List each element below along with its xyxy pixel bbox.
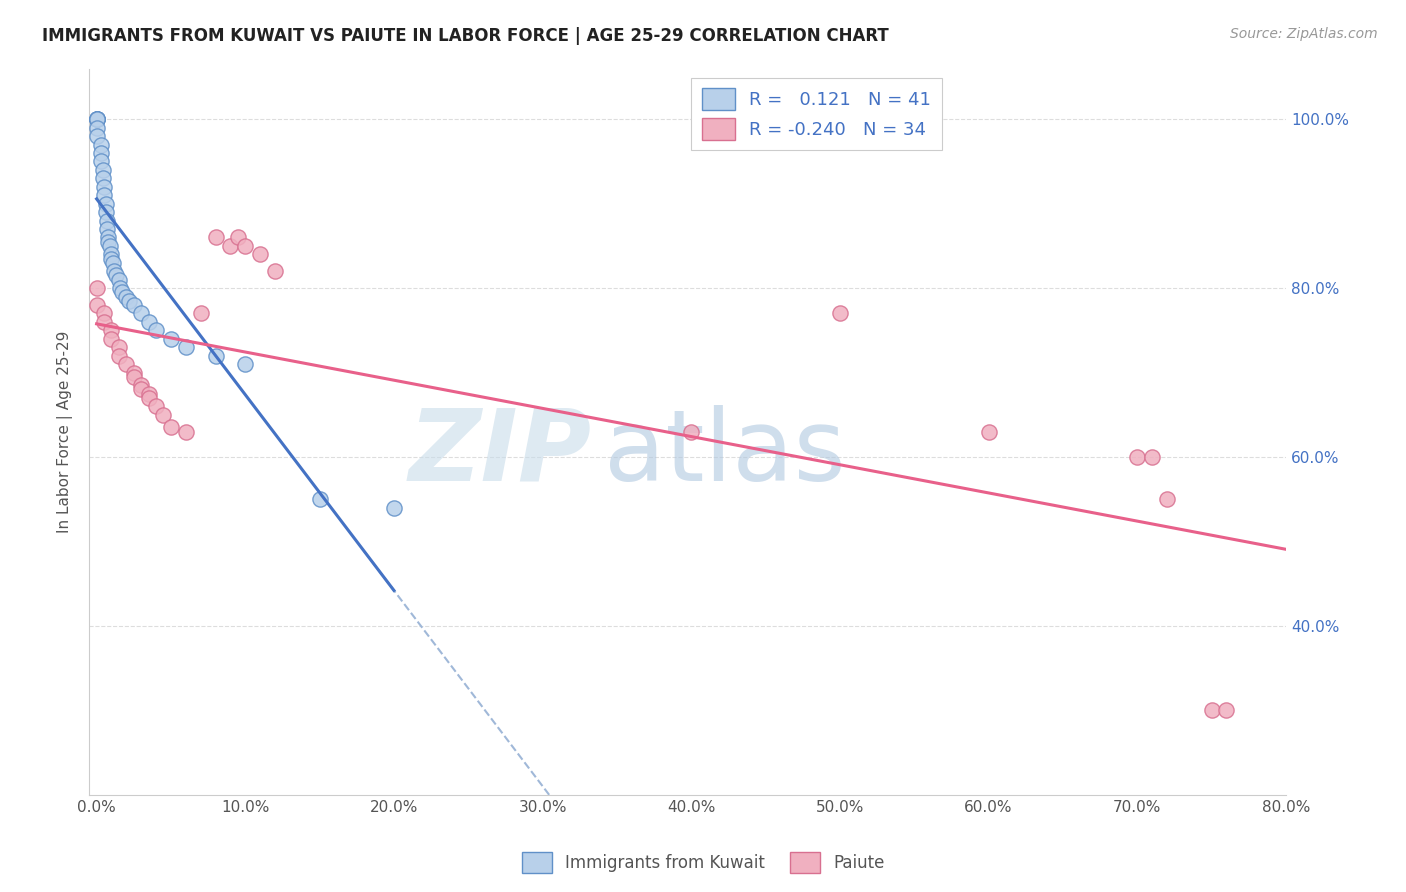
Point [97,235,120,249]
Point [104,268,127,283]
Point [115,357,138,371]
Y-axis label: In Labor Force | Age 25-29: In Labor Force | Age 25-29 [58,330,73,533]
Text: Source: ZipAtlas.com: Source: ZipAtlas.com [1230,27,1378,41]
Point [86,120,108,135]
Point [110,281,132,295]
Point [160,332,183,346]
Point [90,137,112,152]
Point [219,239,242,253]
Point [138,315,160,329]
Point [90,154,112,169]
Point [100,323,122,337]
Point [129,306,152,320]
Point [828,306,851,320]
Point [86,129,108,144]
Point [94,205,117,219]
Point [101,256,124,270]
Point [100,332,122,346]
Point [382,500,405,515]
Legend: Immigrants from Kuwait, Paiute: Immigrants from Kuwait, Paiute [515,846,891,880]
Point [93,188,115,202]
Point [204,230,226,244]
Point [145,323,167,337]
Point [152,408,174,422]
Point [233,357,256,371]
Point [129,378,152,392]
Point [86,112,108,127]
Text: ZIP: ZIP [409,405,592,502]
Point [86,112,108,127]
Point [94,196,117,211]
Point [174,425,197,439]
Point [122,369,145,384]
Point [93,179,115,194]
Point [1215,703,1237,717]
Point [86,298,108,312]
Text: IMMIGRANTS FROM KUWAIT VS PAIUTE IN LABOR FORCE | AGE 25-29 CORRELATION CHART: IMMIGRANTS FROM KUWAIT VS PAIUTE IN LABO… [42,27,889,45]
Point [103,264,125,278]
Point [115,289,138,303]
Point [174,340,197,354]
Point [160,420,183,434]
Point [129,383,152,397]
Point [97,230,120,244]
Point [118,293,141,308]
Point [111,285,134,300]
Text: atlas: atlas [603,405,845,502]
Point [100,252,122,266]
Point [108,349,131,363]
Point [249,247,271,261]
Point [138,391,160,405]
Point [1156,492,1178,507]
Point [204,349,226,363]
Point [100,247,122,261]
Point [138,386,160,401]
Point [1201,703,1223,717]
Point [86,281,108,295]
Point [233,239,256,253]
Point [91,171,114,186]
Point [108,272,131,286]
Point [93,306,115,320]
Point [1126,450,1149,464]
Point [86,112,108,127]
Point [93,315,115,329]
Point [1140,450,1163,464]
Point [98,239,121,253]
Point [122,366,145,380]
Point [681,425,703,439]
Point [108,340,131,354]
Point [264,264,287,278]
Point [96,222,118,236]
Point [90,145,112,160]
Point [91,162,114,177]
Point [122,298,145,312]
Point [190,306,212,320]
Legend: R =   0.121   N = 41, R = -0.240   N = 34: R = 0.121 N = 41, R = -0.240 N = 34 [692,78,942,151]
Point [145,399,167,413]
Point [86,112,108,127]
Point [308,492,330,507]
Point [226,230,249,244]
Point [977,425,1000,439]
Point [96,213,118,227]
Point [86,112,108,127]
